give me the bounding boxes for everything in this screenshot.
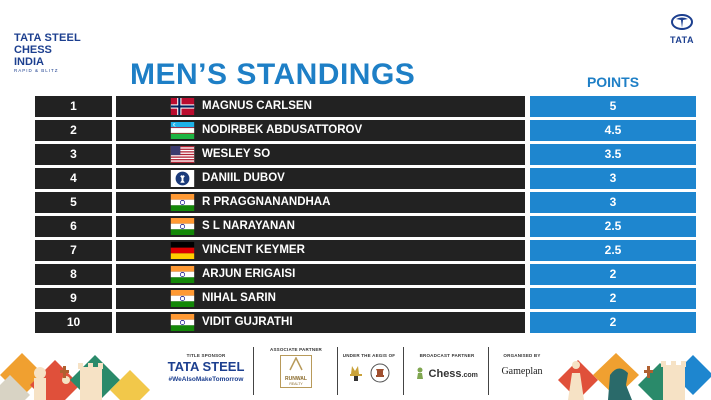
broadcast-partner: BROADCAST PARTNER Chess.com bbox=[409, 353, 485, 382]
divider bbox=[488, 347, 489, 395]
rank-cell: 1 bbox=[35, 96, 112, 117]
points-cell: 2.5 bbox=[530, 216, 696, 237]
rank-cell: 9 bbox=[35, 288, 112, 309]
aegis-emblems-icon bbox=[350, 363, 390, 383]
points-cell: 4.5 bbox=[530, 120, 696, 141]
event-logo-line1: TATA STEEL bbox=[14, 32, 81, 44]
table-row: 8 ARJUN ERIGAISI 2 bbox=[0, 264, 711, 285]
usa-flag-icon bbox=[170, 146, 195, 163]
india-flag-icon bbox=[170, 218, 195, 235]
divider bbox=[253, 347, 254, 395]
divider bbox=[337, 347, 338, 395]
table-row: 4 DANIIL DUBOV 3 bbox=[0, 168, 711, 189]
page-title: MEN’S STANDINGS bbox=[130, 58, 416, 91]
table-row: 2 NODIRBEK ABDUSATTOROV 4.5 bbox=[0, 120, 711, 141]
india-flag-icon bbox=[170, 194, 195, 211]
title-sponsor-name: TATA STEEL bbox=[167, 359, 245, 374]
norway-flag-icon bbox=[170, 98, 195, 115]
player-cell: S L NARAYANAN bbox=[116, 216, 525, 237]
tata-logo: TATA bbox=[664, 14, 700, 45]
aegis-label: UNDER THE AEGIS OF bbox=[342, 353, 396, 358]
tata-logo-text: TATA bbox=[670, 35, 694, 45]
associate-partner-label: ASSOCIATE PARTNER bbox=[270, 347, 322, 352]
fide-flag-icon bbox=[170, 170, 195, 187]
india-flag-icon bbox=[170, 314, 195, 331]
player-cell: WESLEY SO bbox=[116, 144, 525, 165]
title-sponsor: TITLE SPONSOR TATA STEEL #WeAlsoMakeTomo… bbox=[167, 353, 245, 383]
runwal-sub: REALTY bbox=[289, 382, 303, 386]
broadcast-partner-label: BROADCAST PARTNER bbox=[419, 353, 475, 358]
points-cell: 2 bbox=[530, 288, 696, 309]
player-name: NODIRBEK ABDUSATTOROV bbox=[202, 124, 363, 136]
runwal-name: RUNWAL bbox=[285, 376, 307, 382]
rank-cell: 8 bbox=[35, 264, 112, 285]
chess-pawn-icon bbox=[417, 367, 424, 379]
player-name: MAGNUS CARLSEN bbox=[202, 100, 312, 112]
points-cell: 3 bbox=[530, 168, 696, 189]
india-flag-icon bbox=[170, 290, 195, 307]
organiser-name: Gameplan bbox=[501, 366, 543, 377]
player-cell: NODIRBEK ABDUSATTOROV bbox=[116, 120, 525, 141]
points-cell: 2.5 bbox=[530, 240, 696, 261]
player-name: VINCENT KEYMER bbox=[202, 244, 305, 256]
event-logo-line2: CHESS INDIA bbox=[14, 44, 52, 68]
title-sponsor-label: TITLE SPONSOR bbox=[186, 353, 226, 358]
chess-pieces-art-left-icon bbox=[0, 353, 150, 400]
player-name: VIDIT GUJRATHI bbox=[202, 316, 293, 328]
player-cell: MAGNUS CARLSEN bbox=[116, 96, 525, 117]
chess-pieces-art-right-icon bbox=[558, 353, 711, 400]
player-cell: NIHAL SARIN bbox=[116, 288, 525, 309]
tata-emblem-icon bbox=[671, 14, 693, 30]
event-logo-line3: RAPID & BLITZ bbox=[14, 68, 59, 73]
aegis: UNDER THE AEGIS OF bbox=[341, 353, 397, 389]
points-cell: 2 bbox=[530, 312, 696, 333]
associate-partner: ASSOCIATE PARTNER RUNWAL REALTY bbox=[259, 347, 333, 388]
chess-com-name: Chess bbox=[428, 368, 462, 380]
rank-cell: 4 bbox=[35, 168, 112, 189]
table-row: 9 NIHAL SARIN 2 bbox=[0, 288, 711, 309]
player-name: S L NARAYANAN bbox=[202, 220, 295, 232]
rank-cell: 3 bbox=[35, 144, 112, 165]
table-row: 5 R PRAGGNANANDHAA 3 bbox=[0, 192, 711, 213]
player-cell: ARJUN ERIGAISI bbox=[116, 264, 525, 285]
rank-cell: 10 bbox=[35, 312, 112, 333]
chess-com-suffix: .com bbox=[461, 372, 478, 379]
chess-com-logo: Chess.com bbox=[409, 364, 485, 382]
organiser-label: ORGANISED BY bbox=[503, 353, 541, 358]
organiser: ORGANISED BY Gameplan bbox=[492, 353, 552, 377]
points-cell: 2 bbox=[530, 264, 696, 285]
runwal-emblem-icon bbox=[289, 356, 303, 371]
player-name: DANIIL DUBOV bbox=[202, 172, 285, 184]
player-cell: R PRAGGNANANDHAA bbox=[116, 192, 525, 213]
rank-cell: 2 bbox=[35, 120, 112, 141]
player-name: WESLEY SO bbox=[202, 148, 271, 160]
runwal-logo: RUNWAL REALTY bbox=[280, 355, 312, 388]
rank-cell: 7 bbox=[35, 240, 112, 261]
table-row: 10 VIDIT GUJRATHI 2 bbox=[0, 312, 711, 333]
player-name: NIHAL SARIN bbox=[202, 292, 276, 304]
player-name: R PRAGGNANANDHAA bbox=[202, 196, 331, 208]
title-sponsor-tagline: #WeAlsoMakeTomorrow bbox=[168, 376, 244, 383]
player-cell: VINCENT KEYMER bbox=[116, 240, 525, 261]
points-cell: 3 bbox=[530, 192, 696, 213]
player-cell: DANIIL DUBOV bbox=[116, 168, 525, 189]
rank-cell: 5 bbox=[35, 192, 112, 213]
player-name: ARJUN ERIGAISI bbox=[202, 268, 296, 280]
event-logo: TATA STEEL CHESS INDIA RAPID & BLITZ bbox=[14, 33, 84, 74]
rank-cell: 6 bbox=[35, 216, 112, 237]
table-row: 3 WESLEY SO 3.5 bbox=[0, 144, 711, 165]
table-row: 1 MAGNUS CARLSEN 5 bbox=[0, 96, 711, 117]
germany-flag-icon bbox=[170, 242, 195, 259]
sponsor-footer: TITLE SPONSOR TATA STEEL #WeAlsoMakeTomo… bbox=[0, 345, 711, 400]
points-cell: 3.5 bbox=[530, 144, 696, 165]
table-row: 6 S L NARAYANAN 2.5 bbox=[0, 216, 711, 237]
table-row: 7 VINCENT KEYMER 2.5 bbox=[0, 240, 711, 261]
india-flag-icon bbox=[170, 266, 195, 283]
uzbekistan-flag-icon bbox=[170, 122, 195, 139]
points-cell: 5 bbox=[530, 96, 696, 117]
points-header: POINTS bbox=[586, 74, 640, 90]
divider bbox=[403, 347, 404, 395]
player-cell: VIDIT GUJRATHI bbox=[116, 312, 525, 333]
